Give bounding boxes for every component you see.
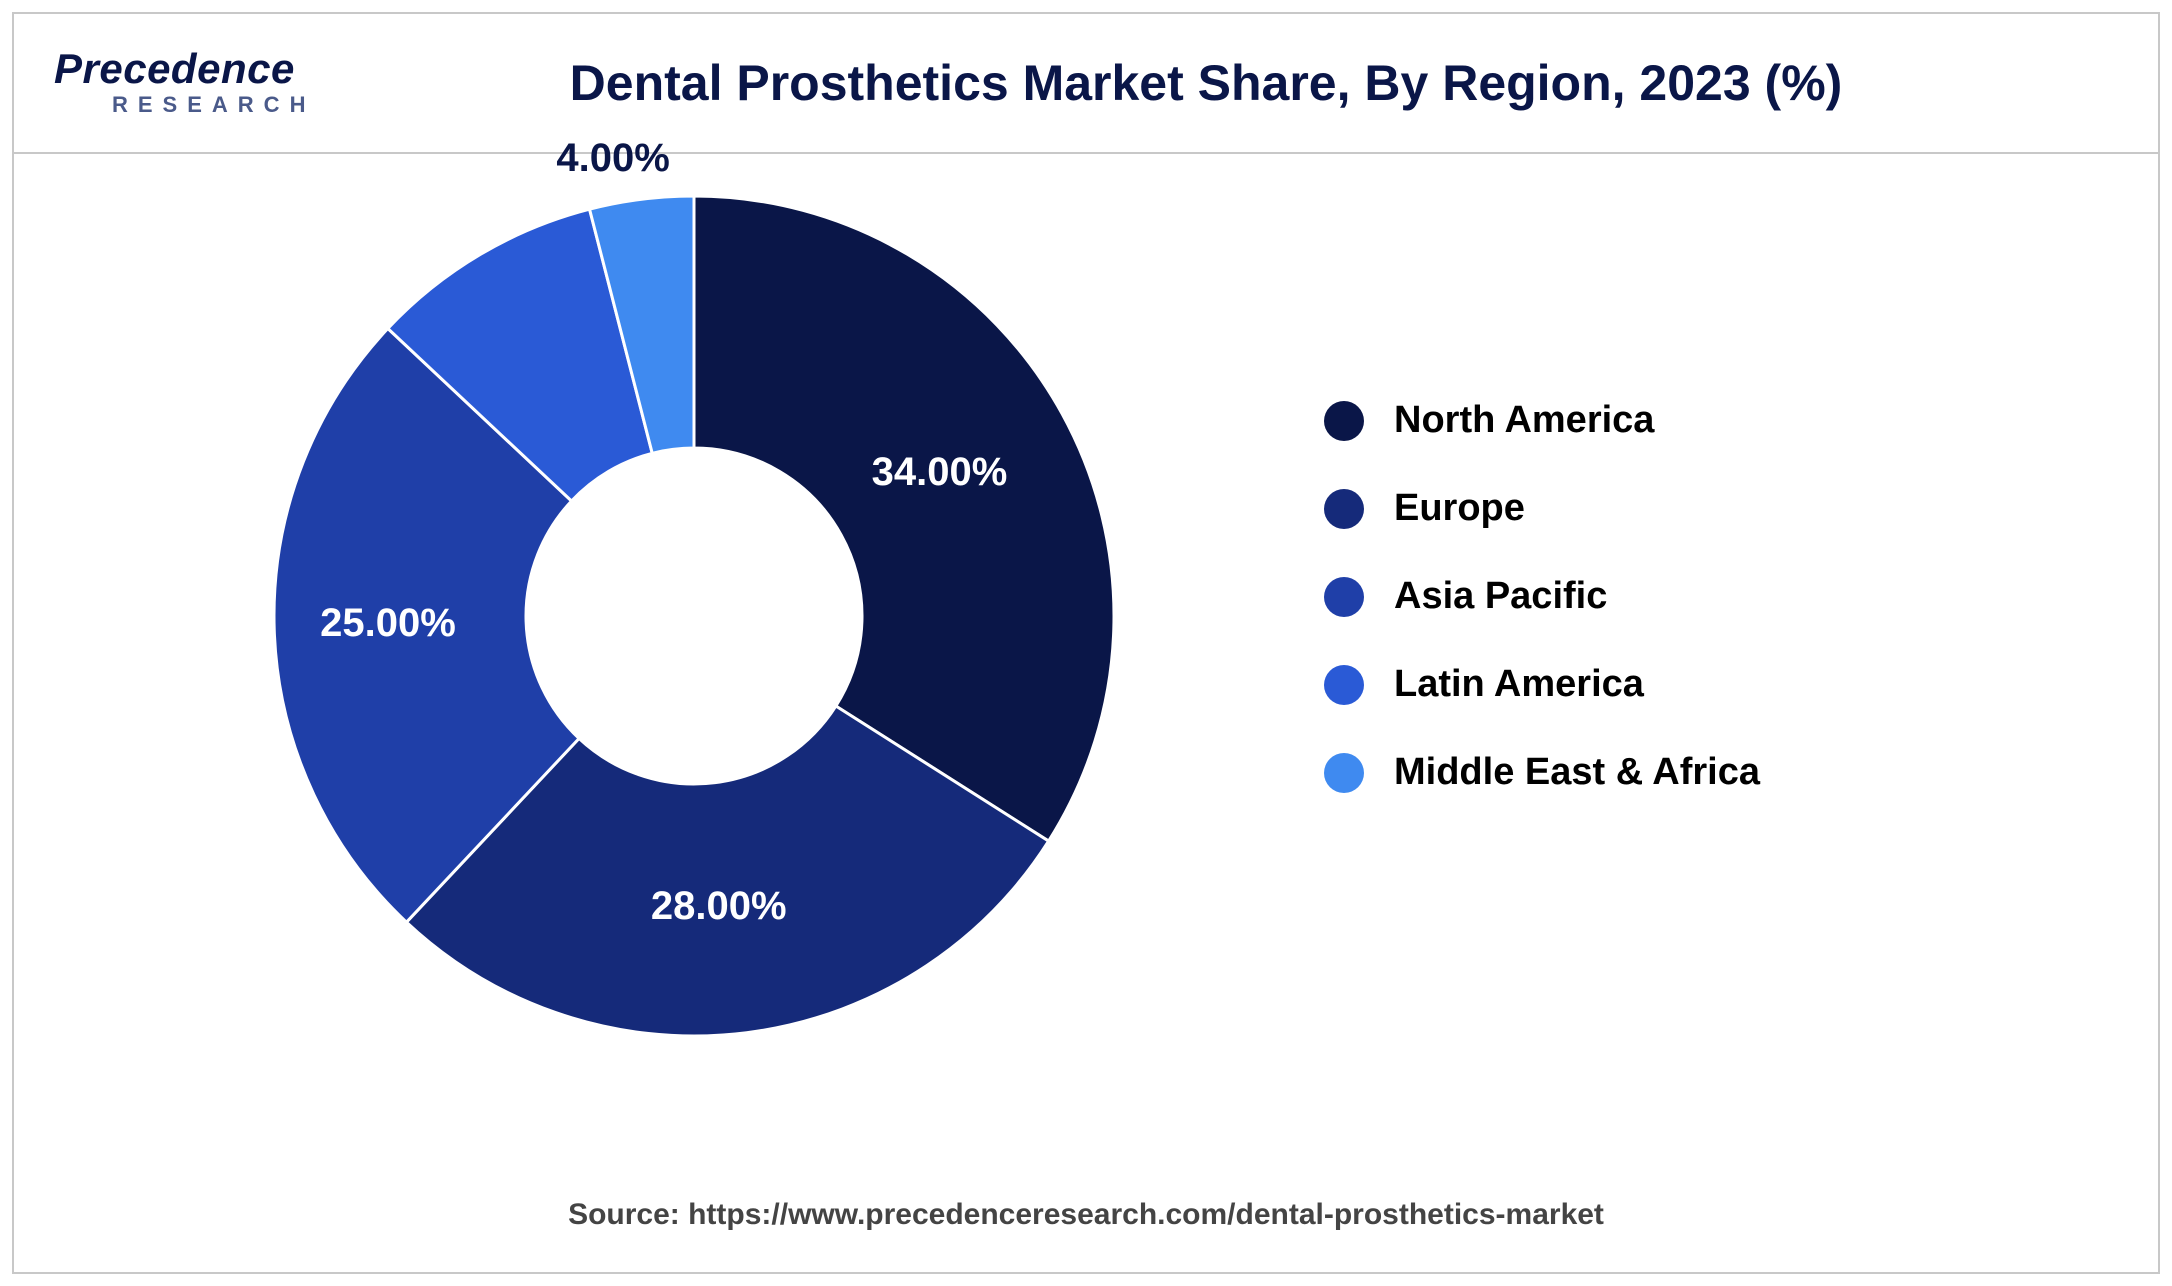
- slice-label: 34.00%: [872, 450, 1008, 495]
- legend-swatch: [1324, 577, 1364, 617]
- legend-item: North America: [1324, 399, 1760, 442]
- slice-label: 4.00%: [556, 136, 669, 181]
- outer-frame: Precedence RESEARCH Dental Prosthetics M…: [12, 12, 2160, 1274]
- legend-item: Europe: [1324, 487, 1760, 530]
- legend-swatch: [1324, 665, 1364, 705]
- legend-label: Europe: [1394, 487, 1525, 530]
- slice-label: 25.00%: [320, 601, 456, 646]
- legend-item: Middle East & Africa: [1324, 751, 1760, 794]
- slice-label: 28.00%: [651, 884, 787, 929]
- legend-swatch: [1324, 489, 1364, 529]
- header-row: Precedence RESEARCH Dental Prosthetics M…: [14, 14, 2158, 154]
- chart-container: North America Europe Asia Pacific Latin Ame…: [14, 154, 2158, 1192]
- legend-item: Asia Pacific: [1324, 575, 1760, 618]
- donut-hole: [526, 448, 862, 784]
- chart-title: Dental Prosthetics Market Share, By Regi…: [284, 54, 2128, 112]
- legend-swatch: [1324, 753, 1364, 793]
- source-line: Source: https://www.precedenceresearch.c…: [14, 1198, 2158, 1232]
- logo-main-text: Precedence: [54, 48, 295, 90]
- legend-label: North America: [1394, 399, 1654, 442]
- slice-label: 9.00%: [380, 196, 493, 241]
- legend-item: Latin America: [1324, 663, 1760, 706]
- legend-label: Middle East & Africa: [1394, 751, 1760, 794]
- legend: North America Europe Asia Pacific Latin Ame…: [1324, 399, 1760, 794]
- legend-label: Latin America: [1394, 663, 1644, 706]
- legend-label: Asia Pacific: [1394, 575, 1607, 618]
- legend-swatch: [1324, 401, 1364, 441]
